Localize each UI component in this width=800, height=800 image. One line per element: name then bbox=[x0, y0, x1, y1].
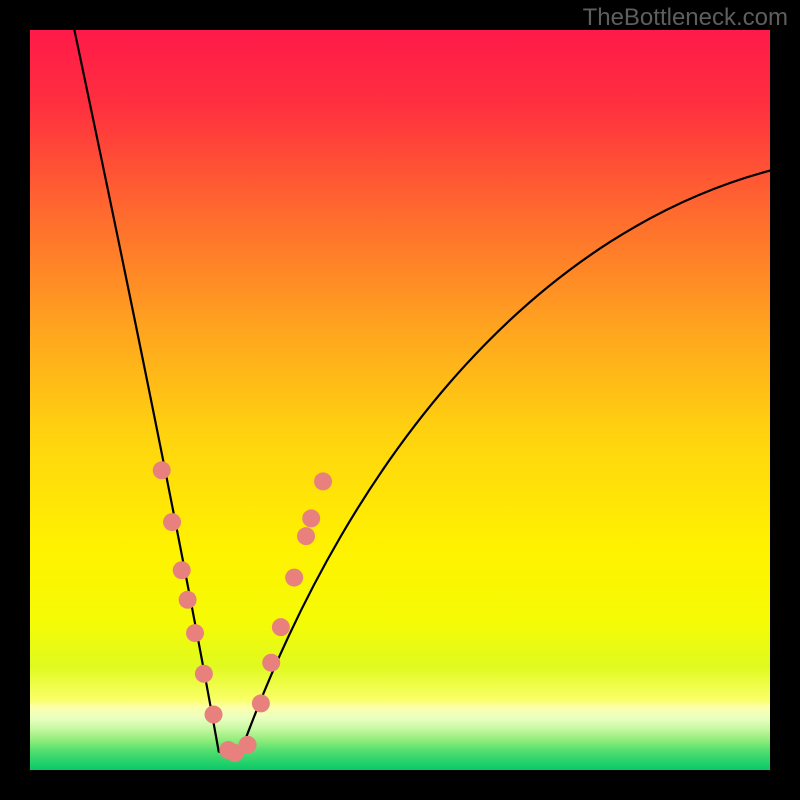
data-point bbox=[205, 706, 223, 724]
data-point bbox=[314, 472, 332, 490]
data-point bbox=[297, 527, 315, 545]
data-point bbox=[186, 624, 204, 642]
data-point bbox=[302, 509, 320, 527]
data-point bbox=[285, 569, 303, 587]
watermark-text: TheBottleneck.com bbox=[583, 4, 788, 32]
data-point bbox=[262, 654, 280, 672]
data-point bbox=[195, 665, 213, 683]
data-point bbox=[173, 561, 191, 579]
data-point bbox=[153, 461, 171, 479]
data-point bbox=[252, 694, 270, 712]
chart-frame: TheBottleneck.com bbox=[0, 0, 800, 800]
data-point bbox=[179, 591, 197, 609]
plot-area bbox=[30, 30, 770, 770]
data-point bbox=[239, 736, 257, 754]
bottleneck-chart bbox=[30, 30, 770, 770]
data-point bbox=[163, 513, 181, 531]
gradient-background bbox=[30, 30, 770, 770]
data-point bbox=[272, 618, 290, 636]
